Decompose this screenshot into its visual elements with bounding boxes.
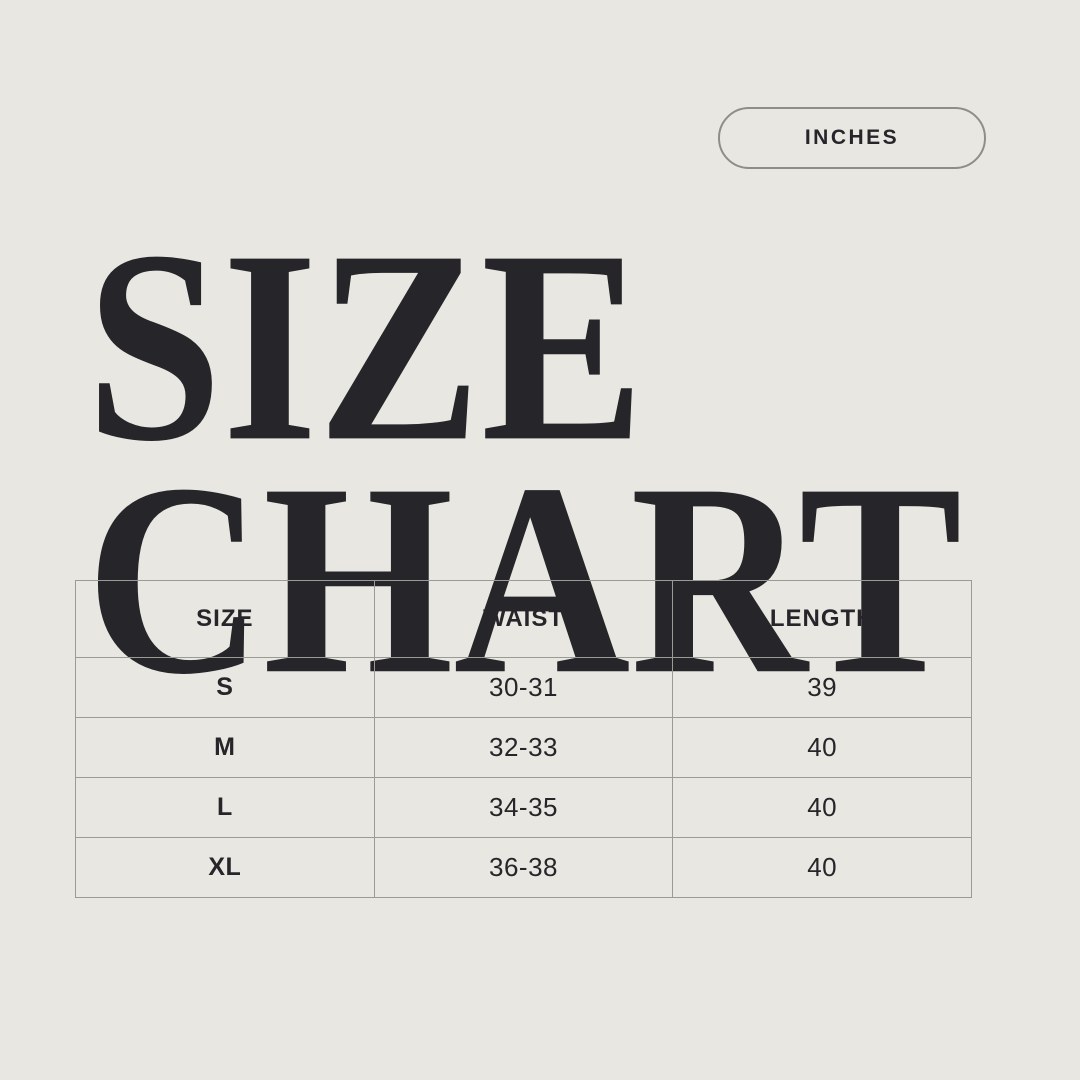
header-row: SIZE WAIST LENGTH <box>75 580 972 658</box>
column-header-waist: WAIST <box>373 580 674 658</box>
size-cell: S <box>75 657 375 718</box>
size-table: SIZE WAIST LENGTH S 30-31 39 M 32-33 40 … <box>75 580 972 898</box>
size-cell: M <box>75 717 375 778</box>
waist-cell: 32-33 <box>373 717 674 778</box>
table-row: S 30-31 39 <box>75 657 972 718</box>
waist-cell: 30-31 <box>373 657 674 718</box>
column-header-length: LENGTH <box>672 580 972 658</box>
table-row: L 34-35 40 <box>75 777 972 838</box>
waist-cell: 34-35 <box>373 777 674 838</box>
unit-badge[interactable]: INCHES <box>718 107 986 169</box>
table-row: XL 36-38 40 <box>75 837 972 898</box>
length-cell: 40 <box>672 717 972 778</box>
table-row: M 32-33 40 <box>75 717 972 778</box>
waist-cell: 36-38 <box>373 837 674 898</box>
unit-badge-label: INCHES <box>804 126 900 149</box>
title-line-1: SIZE <box>86 194 645 498</box>
length-cell: 40 <box>672 777 972 838</box>
column-header-size: SIZE <box>75 580 375 658</box>
size-cell: L <box>75 777 375 838</box>
length-cell: 40 <box>672 837 972 898</box>
size-cell: XL <box>75 837 375 898</box>
length-cell: 39 <box>672 657 972 718</box>
